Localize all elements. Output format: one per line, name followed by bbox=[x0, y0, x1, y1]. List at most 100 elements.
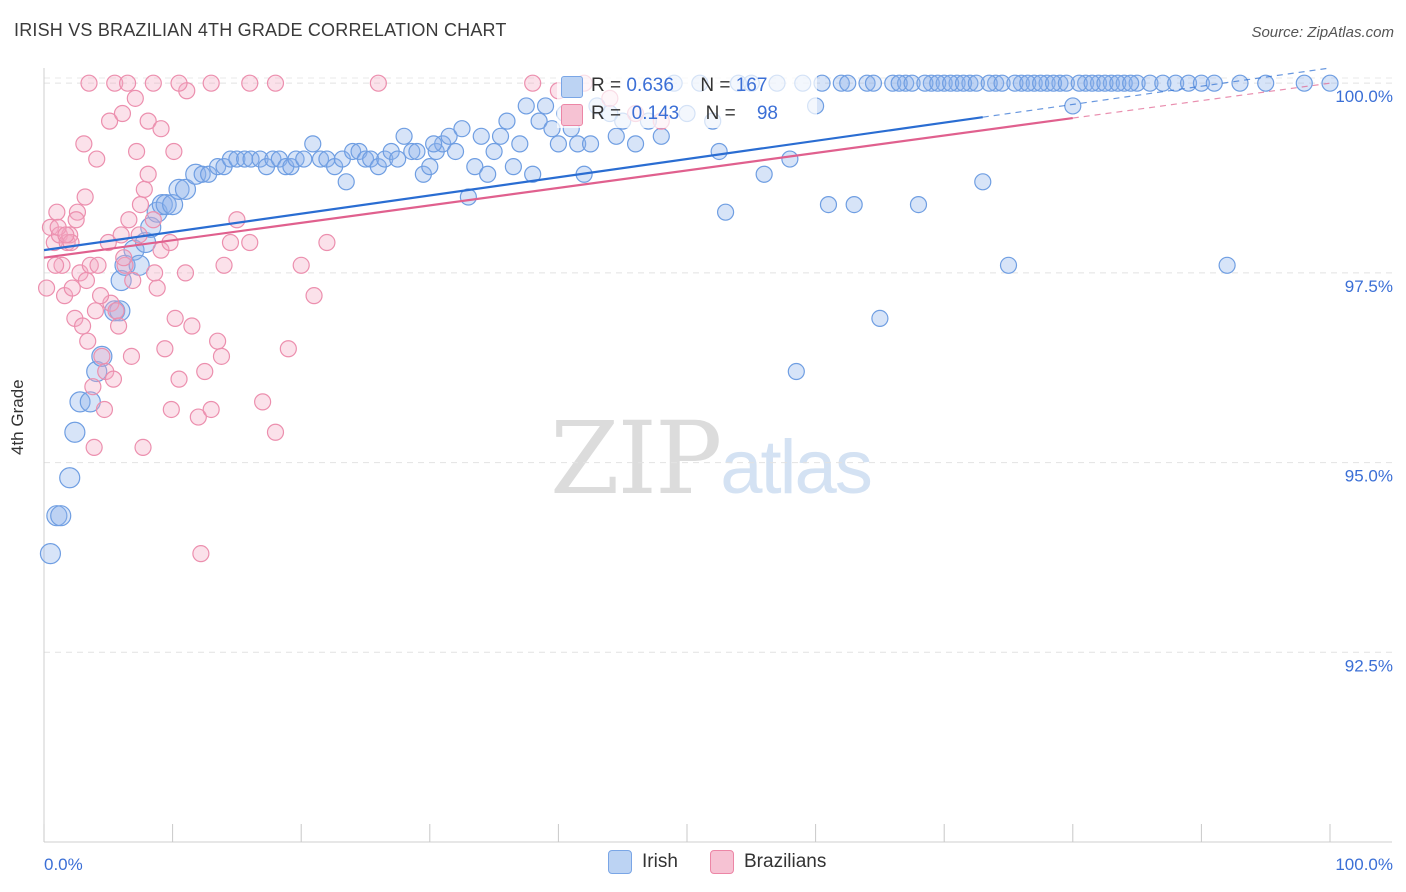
irish-point bbox=[1051, 74, 1069, 92]
brazilians-point bbox=[85, 438, 103, 457]
brazilians-point bbox=[144, 74, 162, 92]
brazilians-point bbox=[48, 203, 66, 221]
brazilians-point bbox=[305, 287, 323, 305]
y-tick-label: 92.5% bbox=[1345, 656, 1393, 675]
brazilians-point bbox=[118, 74, 137, 92]
irish-point bbox=[389, 150, 407, 168]
irish-point bbox=[1070, 74, 1088, 92]
irish-point bbox=[59, 467, 81, 489]
irish-point bbox=[961, 74, 979, 92]
irish-point bbox=[1096, 74, 1114, 92]
irish-point bbox=[967, 74, 985, 92]
brazilians-point bbox=[63, 279, 81, 297]
irish-point bbox=[935, 74, 953, 92]
irish-point bbox=[922, 74, 940, 92]
brazilians-point bbox=[53, 256, 71, 274]
brazilians-point bbox=[79, 332, 97, 350]
irish-point bbox=[425, 135, 443, 153]
irish-point bbox=[1115, 74, 1133, 92]
irish-trend-extension bbox=[982, 67, 1331, 118]
brazilians-point bbox=[134, 438, 152, 457]
brazilians-point bbox=[156, 340, 174, 358]
irish-point bbox=[536, 97, 555, 115]
irish-point bbox=[530, 112, 548, 130]
chart-title: IRISH VS BRAZILIAN 4TH GRADE CORRELATION… bbox=[14, 20, 507, 40]
brazilians-point bbox=[215, 256, 233, 274]
brazilians-point bbox=[76, 188, 94, 206]
irish-point bbox=[91, 345, 113, 367]
irish-point bbox=[832, 74, 850, 92]
brazilians-trend-line bbox=[43, 116, 1073, 259]
brazilians-stat-swatch bbox=[561, 104, 583, 126]
irish-point bbox=[403, 142, 421, 161]
irish-point bbox=[1057, 74, 1075, 92]
irish-point bbox=[864, 74, 883, 92]
irish-point bbox=[168, 178, 190, 201]
irish-point bbox=[479, 165, 497, 183]
irish-point bbox=[909, 195, 928, 214]
irish-point bbox=[652, 127, 670, 145]
irish-point bbox=[50, 505, 72, 527]
irish-point bbox=[295, 150, 313, 168]
irish-trend-line bbox=[43, 116, 983, 252]
irish-point bbox=[337, 173, 355, 191]
irish-point bbox=[1032, 74, 1050, 92]
brazilians-point bbox=[183, 317, 201, 335]
brazilians-point bbox=[369, 74, 387, 92]
brazilians-point bbox=[104, 370, 123, 388]
brazilians-point bbox=[95, 400, 114, 419]
irish-point bbox=[858, 74, 876, 92]
brazilians-point bbox=[113, 104, 132, 123]
brazilians-point bbox=[148, 279, 166, 297]
irish-point bbox=[581, 135, 600, 153]
brazilians-point bbox=[127, 142, 146, 161]
irish-point bbox=[781, 150, 799, 168]
irish-point bbox=[1321, 74, 1339, 92]
legend-item-brazilians[interactable]: Brazilians bbox=[710, 850, 826, 874]
irish-point bbox=[1192, 74, 1211, 92]
brazilians-point bbox=[91, 287, 110, 305]
legend: Irish Brazilians bbox=[0, 850, 1406, 880]
brazilians-point bbox=[124, 271, 142, 290]
irish-point bbox=[1128, 74, 1146, 92]
brazilians-r-value: 0.143 bbox=[631, 103, 680, 124]
irish-point bbox=[1038, 74, 1056, 92]
brazilians-point bbox=[122, 347, 141, 365]
irish-point bbox=[549, 135, 568, 153]
y-tick-label: 95.0% bbox=[1345, 467, 1393, 486]
brazilians-point bbox=[228, 211, 246, 229]
irish-point bbox=[1141, 74, 1159, 92]
irish-point bbox=[446, 142, 465, 161]
legend-item-irish[interactable]: Irish bbox=[608, 850, 678, 874]
irish-point bbox=[356, 150, 375, 168]
brazilians-point bbox=[221, 233, 240, 252]
irish-point bbox=[408, 142, 426, 161]
irish-point bbox=[1167, 74, 1185, 92]
brazilians-point bbox=[189, 408, 207, 426]
irish-point bbox=[39, 543, 62, 565]
irish-point bbox=[1205, 74, 1223, 92]
irish-point bbox=[903, 74, 921, 92]
brazilians-point bbox=[202, 74, 220, 92]
brazilians-point bbox=[165, 142, 183, 161]
brazilians-point bbox=[135, 180, 153, 199]
watermark-zip: ZIP bbox=[550, 400, 722, 517]
irish-point bbox=[1295, 74, 1313, 92]
irish-point bbox=[942, 74, 960, 92]
brazilians-n-label: N = bbox=[705, 103, 736, 124]
irish-point bbox=[1231, 74, 1249, 92]
y-tick-label: 97.5% bbox=[1345, 277, 1393, 296]
irish-point bbox=[1006, 74, 1024, 92]
brazilians-point bbox=[209, 332, 227, 350]
brazilians-point bbox=[80, 74, 98, 92]
irish-point bbox=[787, 362, 805, 381]
irish-point bbox=[980, 74, 998, 92]
brazilians-point bbox=[75, 135, 93, 153]
legend-swatch-irish bbox=[608, 850, 632, 874]
irish-point bbox=[264, 150, 282, 168]
irish-r-value: 0.636 bbox=[626, 75, 674, 96]
brazilians-point bbox=[88, 150, 106, 168]
x-tick-label: 100.0% bbox=[1335, 855, 1393, 874]
brazilians-point bbox=[202, 400, 220, 419]
